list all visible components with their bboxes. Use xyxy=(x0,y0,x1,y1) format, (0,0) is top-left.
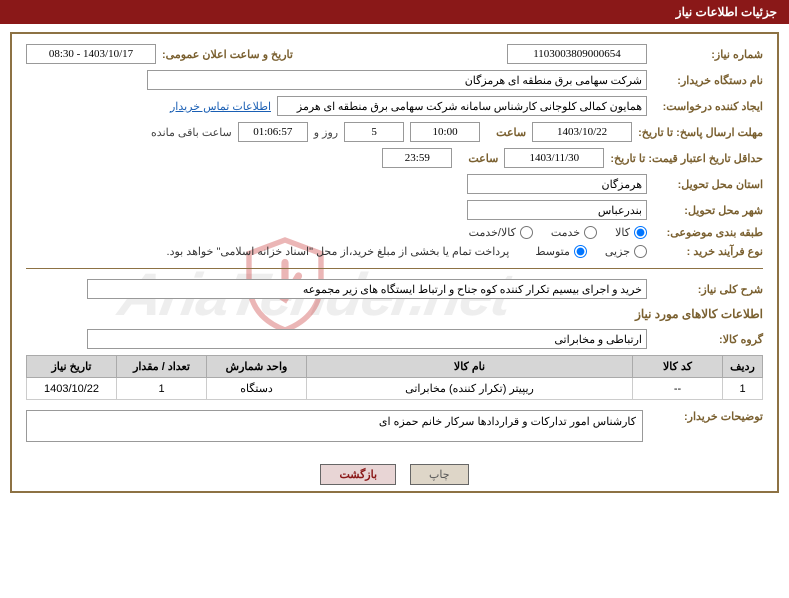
main-frame: شماره نیاز: تاریخ و ساعت اعلان عمومی: نا… xyxy=(10,32,779,493)
countdown-field[interactable] xyxy=(238,122,308,142)
radio-minor-input[interactable] xyxy=(634,245,647,258)
subject-class-label: طبقه بندی موضوعی: xyxy=(653,226,763,239)
price-time-field[interactable] xyxy=(382,148,452,168)
goods-group-label: گروه کالا: xyxy=(653,333,763,346)
reply-time-field[interactable] xyxy=(410,122,480,142)
radio-minor[interactable]: جزیی xyxy=(605,245,647,258)
price-date-field[interactable] xyxy=(504,148,604,168)
goods-table: ردیف کد کالا نام کالا واحد شمارش تعداد /… xyxy=(26,355,763,400)
goods-group-field[interactable] xyxy=(87,329,647,349)
col-date: تاریخ نیاز xyxy=(27,356,117,378)
radio-medium[interactable]: متوسط xyxy=(535,245,587,258)
radio-service[interactable]: خدمت xyxy=(551,226,597,239)
process-type-label: نوع فرآیند خرید : xyxy=(653,245,763,258)
creator-label: ایجاد کننده درخواست: xyxy=(653,100,763,113)
separator-1 xyxy=(26,268,763,269)
general-desc-field[interactable] xyxy=(87,279,647,299)
province-label: استان محل تحویل: xyxy=(653,178,763,191)
days-field[interactable] xyxy=(344,122,404,142)
table-row: 1 -- ریپیتر (تکرار کننده) مخابراتی دستگا… xyxy=(27,378,763,400)
page-title: جزئیات اطلاعات نیاز xyxy=(0,0,789,24)
payment-note: پرداخت تمام یا بخشی از مبلغ خرید،از محل … xyxy=(167,245,510,258)
col-unit: واحد شمارش xyxy=(207,356,307,378)
radio-goods-input[interactable] xyxy=(634,226,647,239)
radio-both-input[interactable] xyxy=(520,226,533,239)
col-code: کد کالا xyxy=(633,356,723,378)
col-qty: تعداد / مقدار xyxy=(117,356,207,378)
need-number-label: شماره نیاز: xyxy=(653,48,763,61)
province-field[interactable] xyxy=(467,174,647,194)
col-name: نام کالا xyxy=(307,356,633,378)
general-desc-label: شرح کلی نیاز: xyxy=(653,283,763,296)
remaining-label: ساعت باقی مانده xyxy=(151,126,232,139)
radio-medium-input[interactable] xyxy=(574,245,587,258)
radio-service-input[interactable] xyxy=(584,226,597,239)
announce-datetime-label: تاریخ و ساعت اعلان عمومی: xyxy=(162,48,293,61)
hour-label-2: ساعت xyxy=(458,152,498,165)
goods-info-title: اطلاعات کالاهای مورد نیاز xyxy=(26,307,763,321)
back-button[interactable]: بازگشت xyxy=(320,464,396,485)
buyer-org-field[interactable] xyxy=(147,70,647,90)
city-field[interactable] xyxy=(467,200,647,220)
print-button[interactable]: چاپ xyxy=(410,464,469,485)
reply-date-field[interactable] xyxy=(532,122,632,142)
creator-field[interactable] xyxy=(277,96,647,116)
buyer-contact-link[interactable]: اطلاعات تماس خریدار xyxy=(170,100,271,113)
hour-label-1: ساعت xyxy=(486,126,526,139)
days-and-label: روز و xyxy=(314,126,338,139)
reply-deadline-label: مهلت ارسال پاسخ: تا تاریخ: xyxy=(638,126,763,139)
radio-both[interactable]: کالا/خدمت xyxy=(469,226,533,239)
buyer-notes-label: توضیحات خریدار: xyxy=(653,410,763,423)
need-number-field[interactable] xyxy=(507,44,647,64)
col-row: ردیف xyxy=(723,356,763,378)
buyer-org-label: نام دستگاه خریدار: xyxy=(653,74,763,87)
city-label: شهر محل تحویل: xyxy=(653,204,763,217)
price-validity-label: حداقل تاریخ اعتبار قیمت: تا تاریخ: xyxy=(610,152,763,165)
buyer-notes-box: کارشناس امور تدارکات و قراردادها سرکار خ… xyxy=(26,410,643,442)
radio-goods[interactable]: کالا xyxy=(615,226,647,239)
announce-datetime-field[interactable] xyxy=(26,44,156,64)
